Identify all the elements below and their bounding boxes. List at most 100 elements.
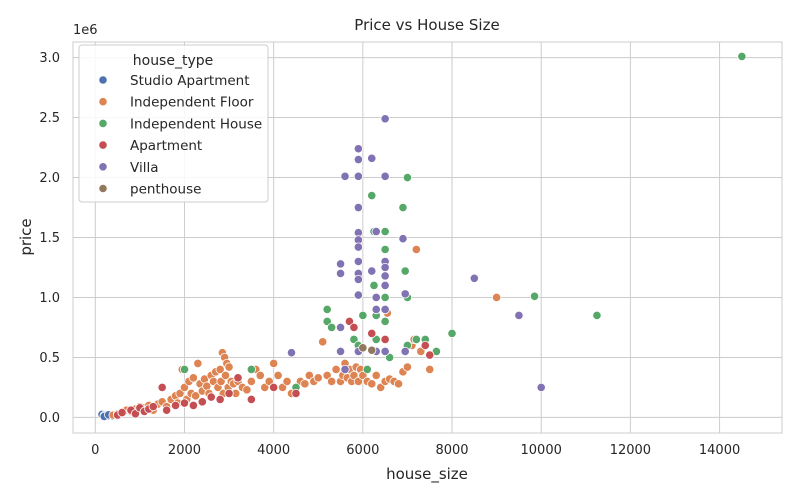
data-point [371, 304, 381, 315]
data-point [291, 388, 301, 399]
data-point [380, 334, 390, 345]
data-point [353, 290, 363, 300]
data-point [400, 266, 410, 276]
data-point [393, 379, 404, 389]
y-tick-label: 1.0 [39, 291, 60, 306]
data-point [224, 362, 234, 372]
series-villa [286, 114, 546, 393]
legend-item: Independent Floor [98, 95, 254, 111]
x-tick-label: 12000 [610, 443, 651, 458]
x-tick-label: 8000 [435, 443, 468, 458]
y-tick-label: 0.5 [39, 351, 60, 366]
data-point [322, 304, 332, 315]
data-point [179, 364, 190, 375]
data-point [286, 348, 297, 358]
x-tick-label: 14000 [699, 443, 740, 458]
data-point [737, 51, 747, 61]
data-point [447, 328, 457, 339]
data-point [358, 343, 368, 353]
data-point [353, 256, 363, 267]
data-point [362, 364, 372, 375]
data-point [335, 268, 346, 279]
x-tick-label: 0 [91, 443, 99, 458]
y-tick-label: 0.0 [39, 411, 60, 426]
plot-frame [72, 41, 783, 434]
data-point [215, 394, 225, 405]
data-point [349, 322, 359, 333]
data-point [157, 382, 167, 393]
data-point [367, 379, 377, 389]
data-point [269, 382, 279, 393]
data-point [380, 271, 390, 281]
data-point [327, 322, 337, 333]
data-point [273, 370, 283, 381]
data-point [380, 262, 390, 273]
legend-title: house_type [133, 53, 214, 69]
data-point [117, 408, 127, 418]
data-point [191, 391, 201, 401]
data-point [224, 388, 234, 399]
series-independent-floor [108, 244, 502, 420]
legend-item: Villa [98, 160, 158, 176]
legend-label: Villa [130, 160, 158, 176]
data-point [188, 373, 198, 383]
data-point [335, 322, 346, 333]
data-point [592, 310, 602, 321]
y-tick-label: 2.0 [39, 171, 60, 186]
data-point [398, 234, 408, 244]
data-point [371, 226, 381, 237]
data-point [398, 202, 408, 213]
series-penthouse [358, 343, 377, 355]
data-points [97, 51, 747, 422]
data-point [353, 274, 363, 285]
data-point [220, 370, 231, 381]
data-point [193, 358, 203, 369]
data-point [353, 202, 363, 213]
legend-marker [98, 162, 108, 172]
data-point [340, 171, 350, 181]
legend-label: Apartment [130, 138, 202, 154]
data-point [335, 259, 346, 269]
data-point [367, 345, 377, 355]
data-point [170, 400, 181, 411]
series-apartment [112, 316, 435, 420]
data-point [411, 334, 421, 345]
data-point [400, 346, 410, 357]
data-point [420, 340, 430, 351]
legend-box [78, 44, 269, 203]
data-point [380, 114, 390, 124]
data-point [402, 172, 413, 183]
data-point [400, 289, 410, 299]
legend-marker [98, 118, 108, 129]
data-point [367, 266, 377, 276]
data-point [197, 397, 207, 407]
legend-label: Independent Floor [130, 95, 254, 111]
data-point [179, 398, 190, 408]
legend-item: penthouse [98, 182, 201, 198]
data-point [233, 373, 243, 383]
data-point [380, 316, 390, 327]
y-tick-label: 3.0 [39, 51, 60, 66]
data-point [327, 376, 337, 387]
data-point [536, 382, 546, 393]
x-tick-label: 6000 [346, 443, 379, 458]
data-point [335, 346, 346, 357]
data-point [162, 405, 172, 415]
data-point [411, 244, 421, 255]
data-point [353, 242, 363, 252]
legend-item: Independent House [98, 116, 262, 132]
data-point [255, 370, 265, 381]
legend-marker [98, 183, 108, 194]
legend: house_type Studio Apartment Independent F… [78, 44, 269, 203]
data-point [313, 373, 323, 383]
data-point [300, 379, 310, 389]
x-axis-title: house_size [386, 465, 468, 484]
data-point [367, 328, 377, 339]
data-point [380, 226, 390, 237]
y-axis-title: price [17, 218, 35, 255]
x-tick-label: 10000 [521, 443, 562, 458]
y-tick-label: 1.5 [39, 231, 60, 246]
data-point [367, 190, 377, 201]
